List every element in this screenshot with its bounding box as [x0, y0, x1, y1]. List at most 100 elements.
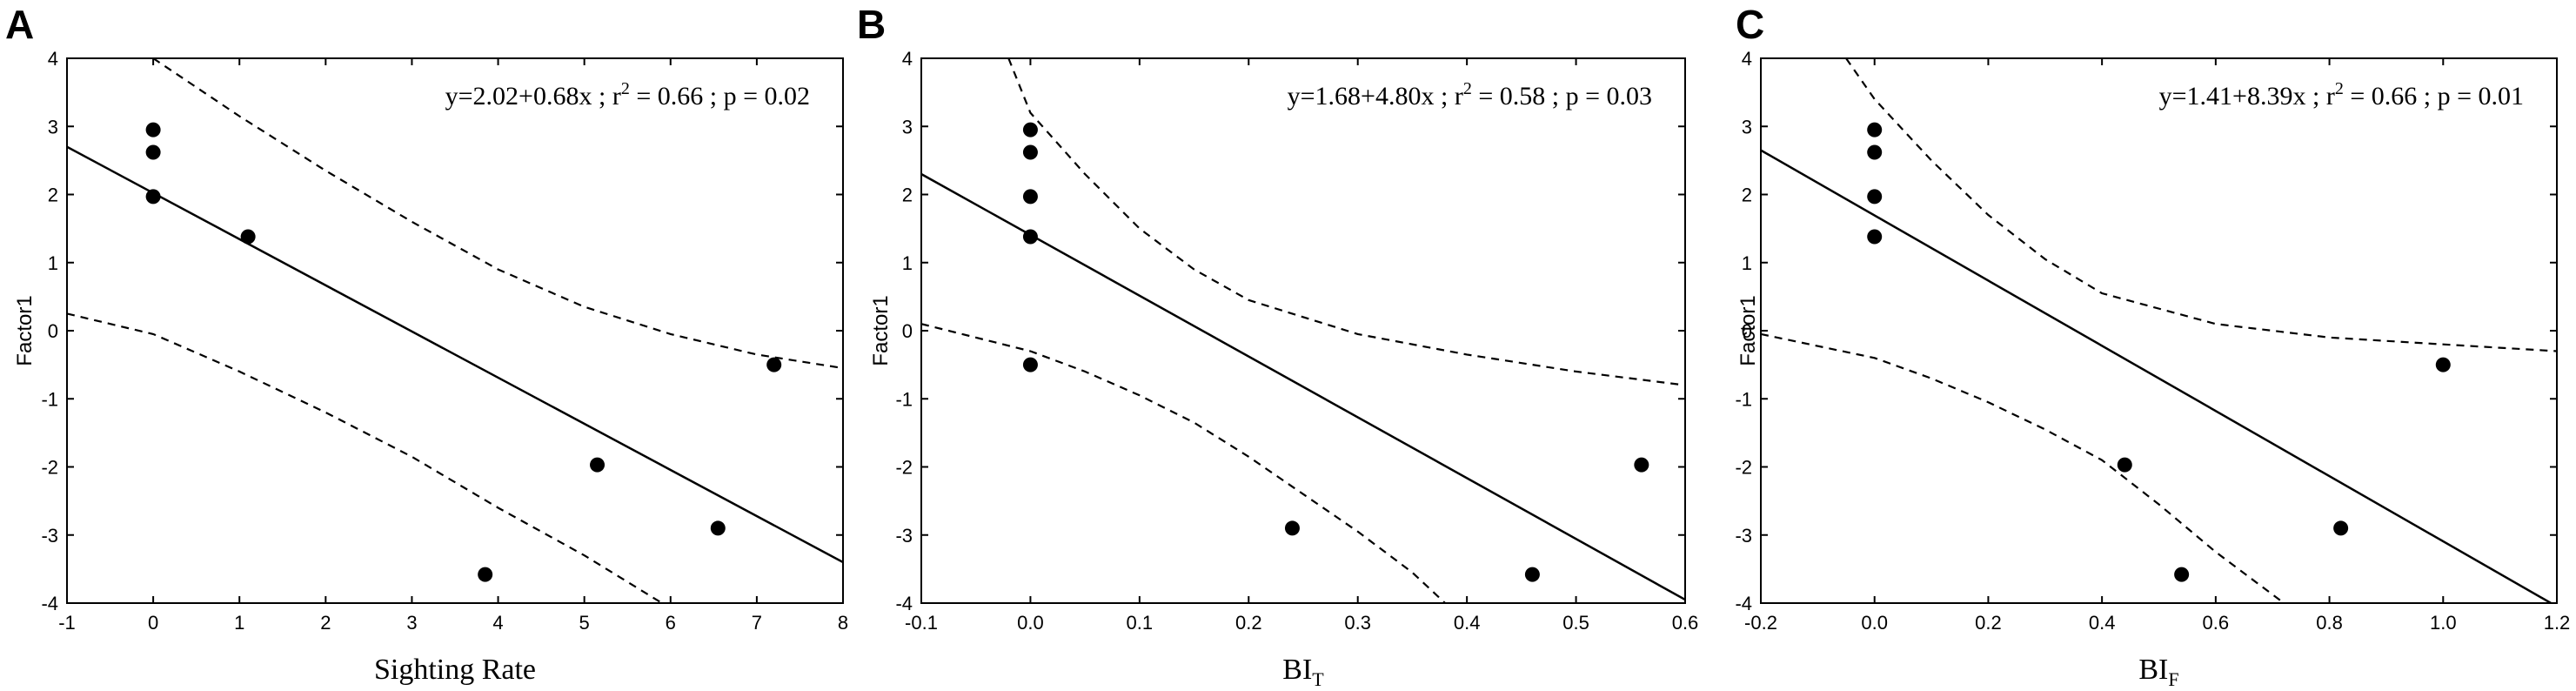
- x-tick-label: 2: [320, 612, 331, 634]
- y-tick-label: 3: [48, 116, 58, 138]
- x-tick-label: 0.4: [2089, 612, 2116, 634]
- y-tick-label: -3: [1735, 525, 1752, 547]
- y-tick-label: -1: [895, 388, 913, 410]
- y-tick-label: 2: [48, 184, 58, 206]
- y-tick-label: -1: [41, 388, 58, 410]
- x-tick-label: -0.1: [905, 612, 938, 634]
- y-tick-label: 4: [902, 48, 913, 70]
- x-axis-label: BIF: [2138, 654, 2178, 690]
- x-tick-label: 0.6: [2203, 612, 2230, 634]
- plot-frame: [66, 57, 844, 604]
- equation-prefix: y=1.68+4.80x ; r: [1288, 82, 1463, 111]
- x-tick-label: 0.0: [1861, 612, 1888, 634]
- x-axis-label-subscript: F: [2168, 668, 2178, 690]
- equation-superscript: 2: [2335, 79, 2344, 98]
- x-tick-label: 0.2: [1975, 612, 2002, 634]
- x-tick-label: 1.2: [2544, 612, 2571, 634]
- x-tick-label: 3: [406, 612, 417, 634]
- x-tick-label: 8: [838, 612, 848, 634]
- equation-suffix: = 0.66 ; p = 0.01: [2344, 82, 2524, 111]
- y-axis-label: Factor1: [13, 295, 37, 366]
- data-point: [1634, 457, 1649, 473]
- data-point: [145, 122, 161, 138]
- data-point: [1022, 122, 1038, 138]
- x-axis-label-subscript: T: [1312, 668, 1324, 690]
- regression-line: [1761, 149, 2553, 603]
- equation-suffix: = 0.58 ; p = 0.03: [1472, 82, 1652, 111]
- data-point: [2117, 457, 2132, 473]
- y-tick-label: -2: [895, 457, 913, 479]
- x-tick-label: 7: [752, 612, 762, 634]
- data-point: [1022, 357, 1038, 372]
- data-point: [1022, 144, 1038, 160]
- y-tick-label: -4: [1735, 593, 1752, 614]
- x-tick-label: 0.4: [1454, 612, 1481, 634]
- x-axis-label: BIT: [1282, 654, 1324, 690]
- equation-prefix: y=2.02+0.68x ; r: [445, 82, 621, 111]
- x-tick-label: -0.2: [1744, 612, 1777, 634]
- data-point: [2174, 567, 2190, 582]
- regression-line: [921, 172, 1685, 601]
- regression-equation: y=2.02+0.68x ; r2 = 0.66 ; p = 0.02: [445, 79, 810, 111]
- y-tick-label: 2: [902, 184, 913, 206]
- panel-letter: B: [857, 2, 886, 47]
- y-tick-label: 4: [48, 48, 58, 70]
- y-tick-label: 3: [1742, 116, 1752, 138]
- x-tick-label: 6: [666, 612, 676, 634]
- data-point: [1524, 567, 1540, 582]
- panel-b: B -4 -3 -2 -1 0 1 2 3 4 -0.1 0.0 0.1 0.2 0.3 0.4 0.5 0.6 F…: [857, 2, 1698, 690]
- plot-frame: [920, 57, 1686, 604]
- regression-line: [67, 145, 843, 564]
- plot-area: [1761, 58, 2557, 603]
- panel-letter: C: [1736, 2, 1764, 47]
- x-tick-label: 1: [234, 612, 244, 634]
- x-tick-label: 0.3: [1344, 612, 1371, 634]
- data-point: [1022, 189, 1038, 205]
- x-tick-label: 0.1: [1127, 612, 1154, 634]
- data-point: [766, 357, 782, 372]
- data-point: [2333, 520, 2349, 536]
- x-tick-label: 0.0: [1017, 612, 1044, 634]
- x-tick-label: 4: [492, 612, 503, 634]
- regression-equation: y=1.41+8.39x ; r2 = 0.66 ; p = 0.01: [2159, 79, 2524, 111]
- data-point: [1867, 229, 1883, 245]
- y-tick-label: -4: [41, 593, 58, 614]
- plot-area: [921, 58, 1685, 603]
- y-tick-label: -4: [895, 593, 913, 614]
- y-tick-label: 2: [1742, 184, 1752, 206]
- y-tick-label: -1: [1735, 388, 1752, 410]
- ci-lower-band: [921, 323, 1446, 603]
- x-axis-label-main: BI: [2138, 654, 2168, 686]
- data-point: [710, 520, 726, 536]
- y-axis-label: Factor1: [869, 295, 893, 366]
- equation-suffix: = 0.66 ; p = 0.02: [630, 82, 810, 111]
- y-tick-label: 1: [1742, 252, 1752, 274]
- y-tick-label: -2: [1735, 457, 1752, 479]
- y-tick-label: 0: [48, 320, 58, 342]
- y-tick-label: 0: [902, 320, 913, 342]
- y-tick-label: 4: [1742, 48, 1752, 70]
- x-tick-label: 0.8: [2316, 612, 2343, 634]
- data-point: [1284, 520, 1300, 536]
- y-tick-label: 0: [1742, 320, 1752, 342]
- y-tick-label: 1: [902, 252, 913, 274]
- panel-letter: A: [5, 2, 34, 47]
- data-point: [240, 229, 256, 245]
- equation-superscript: 2: [621, 79, 630, 98]
- x-tick-label: 1.0: [2430, 612, 2457, 634]
- data-point: [145, 144, 161, 160]
- ci-upper-band: [152, 58, 843, 370]
- plot-frame: [1760, 57, 2558, 604]
- x-tick-label: 0: [148, 612, 158, 634]
- plot-area: [67, 58, 843, 603]
- x-tick-label: 0.6: [1672, 612, 1699, 634]
- equation-superscript: 2: [1463, 79, 1472, 98]
- data-point: [590, 457, 606, 473]
- data-point: [478, 567, 493, 582]
- x-tick-label: 5: [579, 612, 590, 634]
- x-axis-label: Sighting Rate: [374, 654, 536, 686]
- x-tick-label: 0.2: [1235, 612, 1262, 634]
- equation-prefix: y=1.41+8.39x ; r: [2159, 82, 2335, 111]
- data-point: [145, 189, 161, 205]
